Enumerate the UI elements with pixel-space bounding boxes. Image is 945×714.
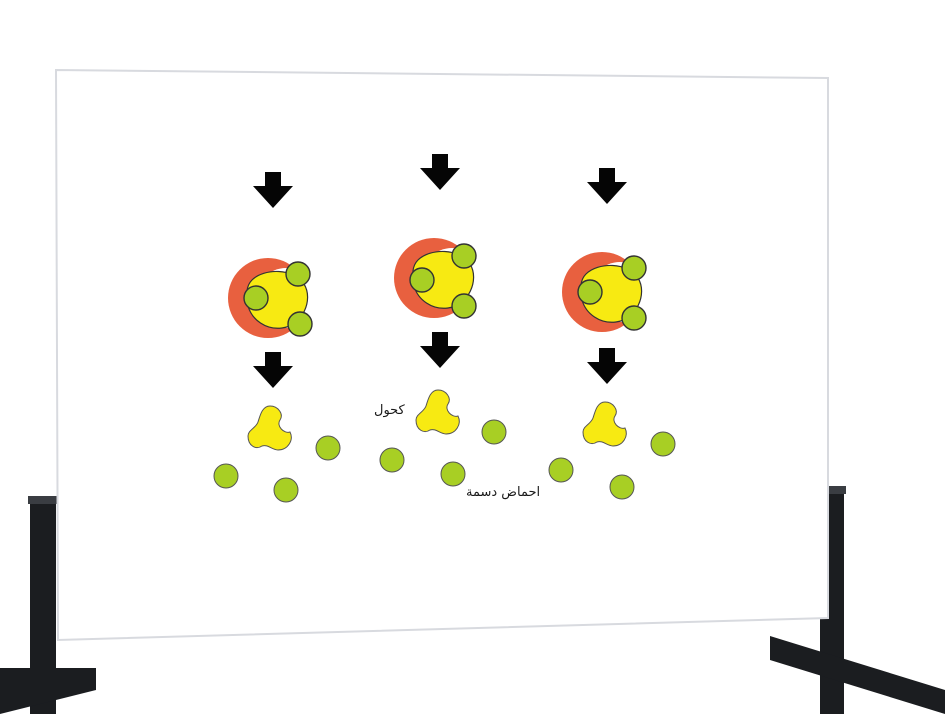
fatty-acid [379,447,405,473]
enzyme-complex [228,258,316,338]
fatty-acid [287,311,313,337]
reaction-column-1 [213,172,341,503]
fatty-acid [621,255,647,281]
fatty-acid [609,474,635,500]
stand-left-cap [28,496,58,504]
fatty-acid [440,461,466,487]
fatty-acid [315,435,341,461]
alcohol-label: كحول [374,403,405,418]
fatty-acid [481,419,507,445]
fatty-acid [577,279,603,305]
stand-right-cap [818,486,846,494]
enzyme-complex [394,238,482,319]
fatty-acid [548,457,574,483]
fatty-acid [409,267,435,293]
fatty-acid [451,293,477,319]
fatty-acids-label: احماض دسمة [466,485,541,500]
fatty-acid [621,305,647,331]
fatty-acid [243,285,269,311]
stand-right-foot [770,636,945,714]
reaction-column-3 [548,168,676,500]
enzyme-complex [562,252,650,332]
fatty-acid [650,431,676,457]
fatty-acid [213,463,239,489]
fatty-acid [451,243,477,269]
fatty-acid [273,477,299,503]
reaction-column-2 [379,154,507,487]
stand-left-foot [0,668,96,714]
fatty-acid [285,261,311,287]
